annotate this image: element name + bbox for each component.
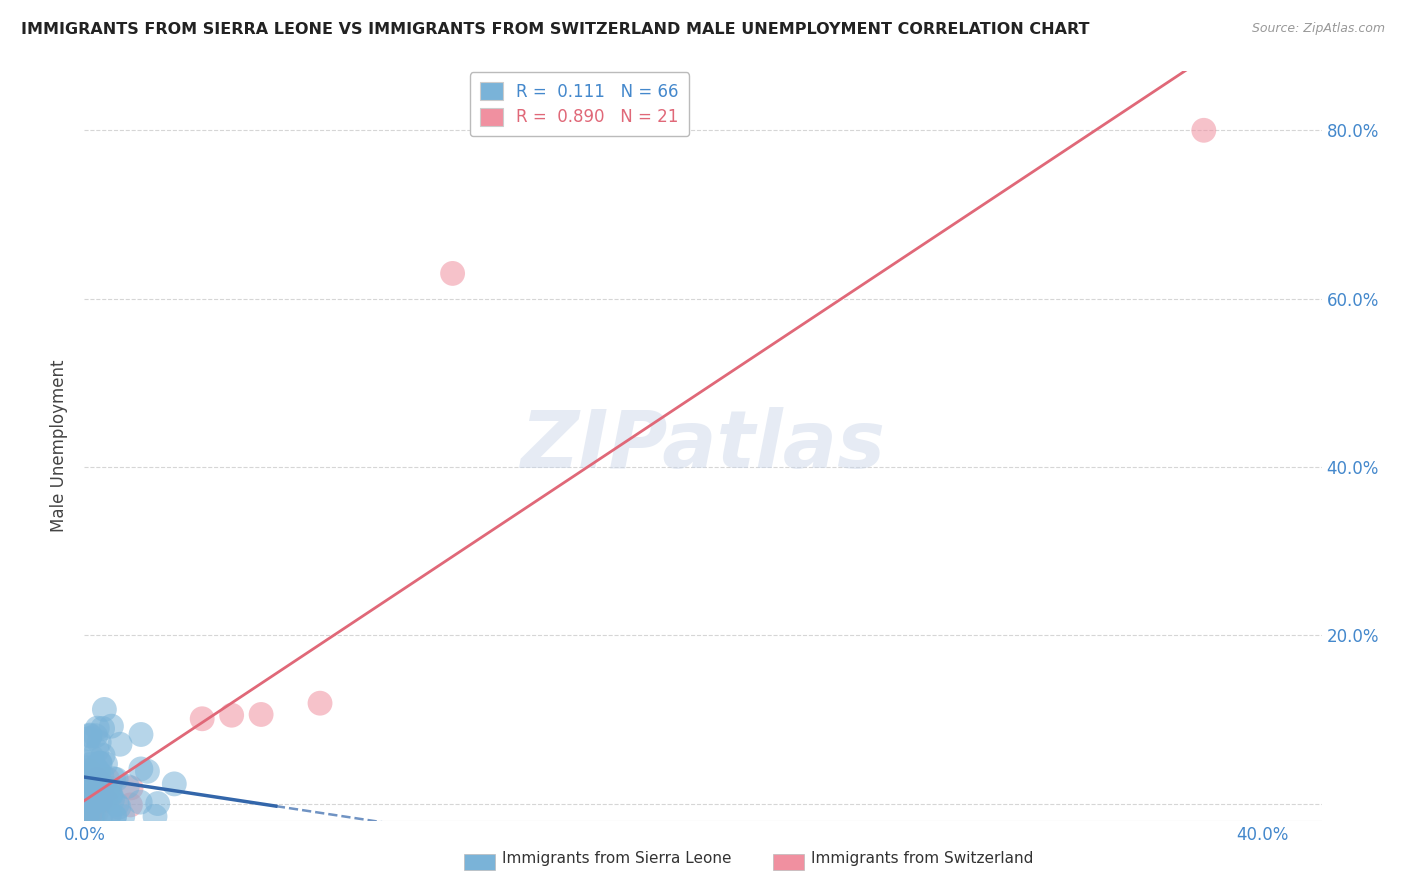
Point [89, 735, 111, 749]
Point [120, 780, 142, 795]
Text: ZIPatlas: ZIPatlas [520, 407, 886, 485]
Point [79, 729, 101, 743]
Point [143, 809, 166, 823]
Point [79, 775, 101, 789]
Point [108, 800, 131, 814]
Point [111, 809, 134, 823]
Point [75, 793, 97, 807]
Point [87, 790, 110, 805]
Point [86, 743, 108, 757]
Point [90, 793, 112, 807]
Point [105, 772, 128, 787]
Point [91, 722, 114, 736]
Point [101, 792, 124, 806]
Point [75, 755, 97, 769]
Point [80, 809, 103, 823]
Point [76, 805, 98, 820]
Point [98, 781, 121, 796]
Point [87, 765, 110, 780]
Point [163, 777, 186, 791]
Point [86, 721, 108, 735]
Point [82, 776, 104, 790]
Point [90, 769, 112, 783]
Text: Immigrants from Sierra Leone: Immigrants from Sierra Leone [502, 851, 731, 866]
Point [86, 805, 108, 820]
Point [75, 761, 97, 775]
Text: Immigrants from Switzerland: Immigrants from Switzerland [811, 851, 1033, 866]
Point [100, 788, 122, 802]
Point [441, 267, 464, 281]
Point [76, 805, 98, 819]
Point [129, 795, 152, 809]
Point [129, 727, 152, 741]
Point [90, 791, 112, 805]
Point [108, 737, 131, 751]
Point [104, 809, 127, 823]
Point [76, 809, 98, 823]
Point [82, 807, 104, 822]
Point [75, 789, 97, 804]
Point [103, 809, 125, 823]
Point [84, 729, 107, 743]
Point [129, 762, 152, 776]
Text: IMMIGRANTS FROM SIERRA LEONE VS IMMIGRANTS FROM SWITZERLAND MALE UNEMPLOYMENT CO: IMMIGRANTS FROM SIERRA LEONE VS IMMIGRAN… [21, 22, 1090, 37]
Y-axis label: Male Unemployment: Male Unemployment [51, 359, 69, 533]
Point [90, 809, 112, 823]
Point [146, 797, 169, 811]
Point [87, 781, 110, 796]
Point [79, 728, 101, 742]
Point [90, 785, 112, 799]
Point [76, 809, 98, 823]
Point [1192, 123, 1215, 137]
Point [309, 696, 332, 710]
Point [97, 772, 120, 787]
Point [76, 792, 98, 806]
Point [83, 795, 105, 809]
Point [80, 805, 103, 820]
Point [86, 763, 108, 777]
Point [86, 772, 108, 787]
Point [86, 794, 108, 808]
Point [91, 748, 114, 763]
Legend: R =  0.111   N = 66, R =  0.890   N = 21: R = 0.111 N = 66, R = 0.890 N = 21 [470, 72, 689, 136]
Point [77, 764, 100, 778]
Point [94, 756, 117, 771]
Point [80, 750, 103, 764]
Point [97, 788, 120, 802]
Point [84, 761, 107, 775]
Point [93, 702, 115, 716]
Point [136, 764, 159, 779]
Point [75, 809, 97, 823]
Point [79, 757, 101, 772]
Point [77, 731, 100, 746]
Point [84, 766, 107, 780]
Point [87, 786, 110, 800]
Point [117, 780, 139, 794]
Point [98, 807, 121, 822]
Point [89, 756, 111, 770]
Point [94, 793, 117, 807]
Point [84, 780, 107, 794]
Point [90, 778, 112, 792]
Point [100, 788, 122, 802]
Point [80, 805, 103, 820]
Point [250, 707, 273, 722]
Point [221, 708, 243, 723]
Point [191, 712, 214, 726]
Point [87, 791, 110, 805]
Point [89, 756, 111, 771]
Point [75, 783, 97, 797]
Point [82, 781, 104, 796]
Point [94, 785, 117, 799]
Point [105, 797, 128, 812]
Point [120, 797, 142, 812]
Text: Source: ZipAtlas.com: Source: ZipAtlas.com [1251, 22, 1385, 36]
Point [100, 719, 122, 733]
Point [103, 772, 125, 786]
